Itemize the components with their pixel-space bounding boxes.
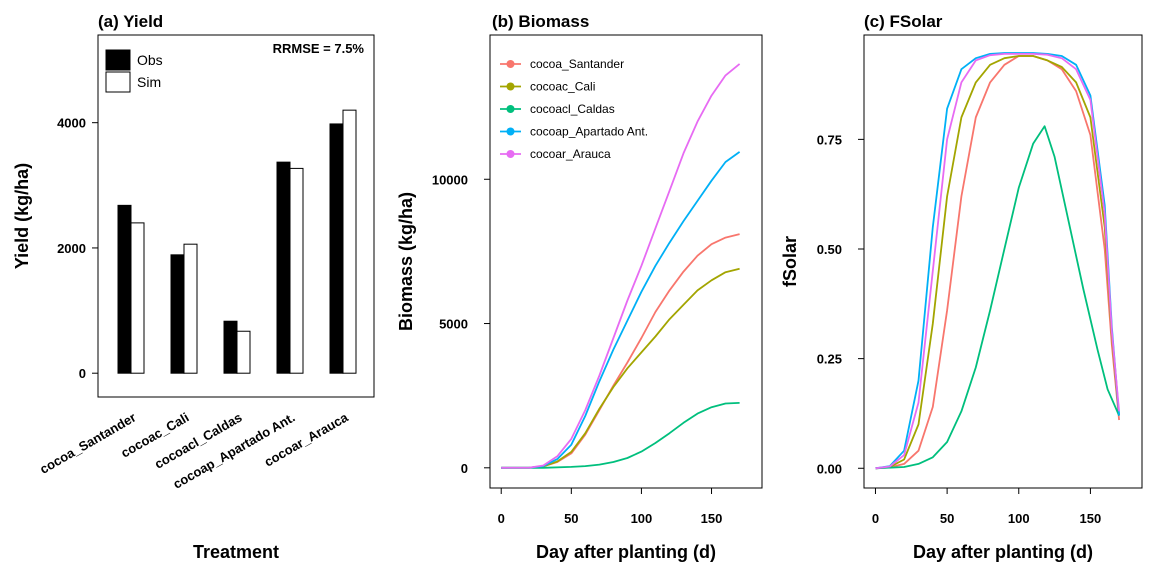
rrmse-annotation: RRMSE = 7.5% <box>273 41 365 56</box>
y-tick-label: 0.00 <box>817 461 842 476</box>
bar <box>342 109 357 374</box>
panel-title: (a) Yield <box>98 12 163 31</box>
bar <box>117 204 132 374</box>
legend-label: cocoap_Apartado Ant. <box>530 125 648 139</box>
panel-title: (b) Biomass <box>492 12 589 31</box>
series-line <box>875 55 1120 470</box>
bar <box>289 167 304 374</box>
bar <box>183 243 198 374</box>
y-axis-label: Yield (kg/ha) <box>12 163 32 269</box>
bar <box>223 320 238 374</box>
x-tick-label: 100 <box>631 511 653 526</box>
x-tick-label: 100 <box>1008 511 1030 526</box>
y-axis-label: Biomass (kg/ha) <box>396 192 416 331</box>
legend-swatch <box>105 71 131 93</box>
y-tick-label: 0 <box>79 366 86 381</box>
series-line <box>875 125 1120 470</box>
legend-label: cocoar_Arauca <box>530 147 611 161</box>
x-tick-label: 50 <box>940 511 954 526</box>
panel-title: (c) FSolar <box>864 12 943 31</box>
y-tick-label: 4000 <box>57 116 86 131</box>
series-line <box>875 53 1120 470</box>
legend-label: cocoacl_Caldas <box>530 102 615 116</box>
legend-label: cocoa_Santander <box>530 57 624 71</box>
legend-swatch <box>105 49 131 71</box>
bar <box>276 161 291 374</box>
x-tick-label: 0 <box>498 511 505 526</box>
x-axis-label: Day after planting (d) <box>536 542 716 562</box>
legend-label: cocoac_Cali <box>530 80 595 94</box>
series-line <box>501 267 740 469</box>
series-line <box>501 402 740 469</box>
series-line <box>875 55 1120 470</box>
y-tick-label: 2000 <box>57 241 86 256</box>
plot-frame <box>489 34 763 489</box>
x-tick-label: cocoa_Santander <box>37 410 138 477</box>
series-line <box>875 52 1120 470</box>
legend-label: Obs <box>137 52 163 68</box>
y-tick-label: 0.25 <box>817 352 842 367</box>
x-tick-label: 0 <box>872 511 879 526</box>
bar <box>170 254 185 374</box>
x-tick-label: 50 <box>564 511 578 526</box>
legend-marker <box>506 60 515 68</box>
x-tick-label: 150 <box>1080 511 1102 526</box>
series-line <box>501 63 741 469</box>
plot-frame <box>863 34 1143 489</box>
legend-marker <box>506 127 515 136</box>
y-tick-label: 0 <box>461 461 468 476</box>
series-line <box>501 233 740 469</box>
x-tick-label: 150 <box>701 511 723 526</box>
x-axis-label: Treatment <box>193 542 279 562</box>
y-tick-label: 5000 <box>439 317 468 332</box>
plot-frame <box>97 34 375 398</box>
series-line <box>501 151 741 469</box>
bar <box>329 123 344 374</box>
y-tick-label: 10000 <box>432 172 468 187</box>
x-axis-label: Day after planting (d) <box>913 542 1093 562</box>
y-tick-label: 0.75 <box>817 132 842 147</box>
legend-marker <box>506 82 515 91</box>
y-axis-label: fSolar <box>780 236 800 287</box>
legend-marker <box>506 150 515 158</box>
y-tick-label: 0.50 <box>817 242 842 257</box>
bar <box>130 222 145 374</box>
legend-label: Sim <box>137 74 161 90</box>
legend-marker <box>506 105 515 113</box>
bar <box>236 330 251 374</box>
